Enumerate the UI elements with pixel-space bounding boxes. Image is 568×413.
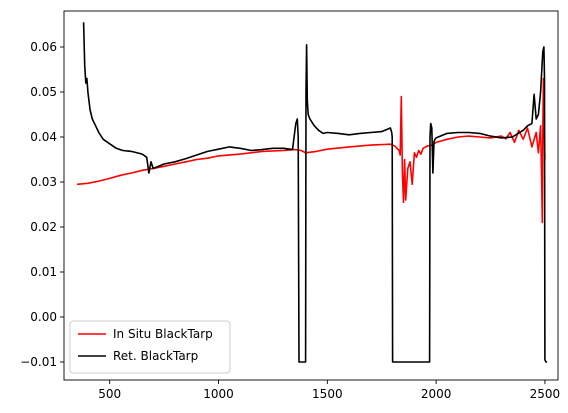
- legend: In Situ BlackTarp Ret. BlackTarp: [69, 320, 231, 374]
- x-axis: 500 1000 1500 2000 2500: [98, 380, 560, 401]
- y-tick-label: −0.01: [20, 355, 57, 369]
- x-tick-label: 2500: [530, 387, 561, 401]
- series-lines: [77, 22, 548, 363]
- y-tick-label: 0.03: [30, 175, 57, 189]
- x-tick-label: 2000: [421, 387, 452, 401]
- y-tick-label: 0.00: [30, 310, 57, 324]
- y-axis: −0.01 0.00 0.01 0.02 0.03 0.04 0.05 0.06: [20, 40, 64, 369]
- legend-label: Ret. BlackTarp: [113, 349, 198, 363]
- legend-box: [69, 320, 231, 374]
- y-tick-label: 0.04: [30, 130, 57, 144]
- y-tick-label: 0.05: [30, 85, 57, 99]
- legend-label: In Situ BlackTarp: [113, 327, 213, 341]
- series-line-0: [77, 77, 546, 224]
- plot-frame: [63, 10, 559, 381]
- y-tick-label: 0.06: [30, 40, 57, 54]
- series-line-1: [82, 22, 548, 363]
- y-tick-label: 0.01: [30, 265, 57, 279]
- x-tick-label: 1500: [312, 387, 343, 401]
- x-tick-label: 500: [98, 387, 121, 401]
- y-tick-label: 0.02: [30, 220, 57, 234]
- x-tick-label: 1000: [203, 387, 234, 401]
